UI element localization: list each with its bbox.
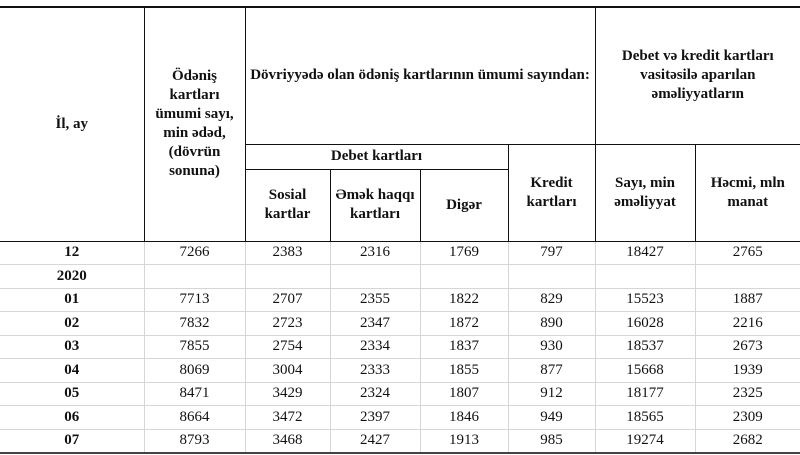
cell-value: 8664 [143,405,246,430]
cell-value: 7832 [143,311,246,336]
cell-value: 1887 [694,287,800,312]
cell-value: 8793 [143,428,246,454]
header-debit-cards: Debet kartları [244,143,509,170]
cell-value: 890 [507,311,596,336]
cell-value: 2682 [694,428,800,454]
cell-value [419,264,509,289]
cell-value: 2754 [244,334,331,359]
cell-value [143,264,246,289]
row-label: 01 [0,287,145,312]
cell-value: 2216 [694,311,800,336]
cell-value: 2707 [244,287,331,312]
cell-value: 16028 [594,311,696,336]
cell-value: 3004 [244,358,331,383]
cell-value: 829 [507,287,596,312]
cell-value: 8069 [143,358,246,383]
cell-value: 2397 [329,405,421,430]
cell-value: 1913 [419,428,509,454]
cell-value: 2355 [329,287,421,312]
table-row: 01 7713 2707 2355 1822 829 15523 1887 [0,287,800,312]
header-year-month: İl, ay [0,6,145,242]
cell-value: 949 [507,405,596,430]
table-row: 04 8069 3004 2333 1855 877 15668 1939 [0,358,800,383]
cell-value: 1822 [419,287,509,312]
cell-value [244,264,331,289]
cell-value: 877 [507,358,596,383]
row-label: 06 [0,405,145,430]
cell-value [329,264,421,289]
cell-value: 1846 [419,405,509,430]
cell-value: 2347 [329,311,421,336]
cell-value: 2383 [244,240,331,265]
row-label: 12 [0,240,145,265]
row-label: 03 [0,334,145,359]
payment-cards-table: İl, ay Ödəniş kartları ümumi sayı, min ə… [0,6,800,454]
cell-value: 912 [507,381,596,406]
cell-value: 1872 [419,311,509,336]
cell-value: 19274 [594,428,696,454]
cell-value: 2333 [329,358,421,383]
cell-value: 2325 [694,381,800,406]
cell-value: 3429 [244,381,331,406]
cell-value: 2334 [329,334,421,359]
cell-value: 1855 [419,358,509,383]
cell-value: 7266 [143,240,246,265]
cell-value: 8471 [143,381,246,406]
row-label: 2020 [0,264,145,289]
header-salary-cards: Əmək haqqı kartları [329,168,421,242]
header-other: Digər [419,168,509,242]
header-operations-volume: Həcmi, mln manat [694,143,800,242]
cell-value: 18565 [594,405,696,430]
cell-value: 2427 [329,428,421,454]
header-operations-count: Sayı, min əməliyyat [594,143,696,242]
cell-value [594,264,696,289]
cell-value: 3468 [244,428,331,454]
cell-value: 1837 [419,334,509,359]
table-row: 2020 [0,264,800,289]
header-credit-cards: Kredit kartları [507,143,596,242]
row-label: 04 [0,358,145,383]
cell-value: 2673 [694,334,800,359]
table-row: 06 8664 3472 2397 1846 949 18565 2309 [0,405,800,430]
cell-value: 930 [507,334,596,359]
table-row: 02 7832 2723 2347 1872 890 16028 2216 [0,311,800,336]
row-label: 07 [0,428,145,454]
table-row: 12 7266 2383 2316 1769 797 18427 2765 [0,240,800,265]
header-social-cards: Sosial kartlar [244,168,331,242]
cell-value: 18537 [594,334,696,359]
header-total-cards: Ödəniş kartları ümumi sayı, min ədəd, (d… [143,6,246,242]
cell-value: 1807 [419,381,509,406]
cell-value: 1939 [694,358,800,383]
cell-value: 2324 [329,381,421,406]
cell-value: 7855 [143,334,246,359]
cell-value: 15523 [594,287,696,312]
cell-value: 2765 [694,240,800,265]
cell-value: 15668 [594,358,696,383]
row-label: 05 [0,381,145,406]
cell-value [507,264,596,289]
header-operations: Debet və kredit kartları vasitəsilə apar… [594,6,800,145]
header-in-circulation: Dövriyyədə olan ödəniş kartlarının ümumi… [244,6,596,145]
cell-value: 1769 [419,240,509,265]
cell-value: 3472 [244,405,331,430]
cell-value: 985 [507,428,596,454]
cell-value: 2309 [694,405,800,430]
table-row: 07 8793 3468 2427 1913 985 19274 2682 [0,428,800,454]
cell-value: 18427 [594,240,696,265]
table-row: 05 8471 3429 2324 1807 912 18177 2325 [0,381,800,406]
table-row: 03 7855 2754 2334 1837 930 18537 2673 [0,334,800,359]
row-label: 02 [0,311,145,336]
cell-value: 7713 [143,287,246,312]
cell-value: 2723 [244,311,331,336]
cell-value: 18177 [594,381,696,406]
cell-value: 2316 [329,240,421,265]
cell-value [694,264,800,289]
cell-value: 797 [507,240,596,265]
